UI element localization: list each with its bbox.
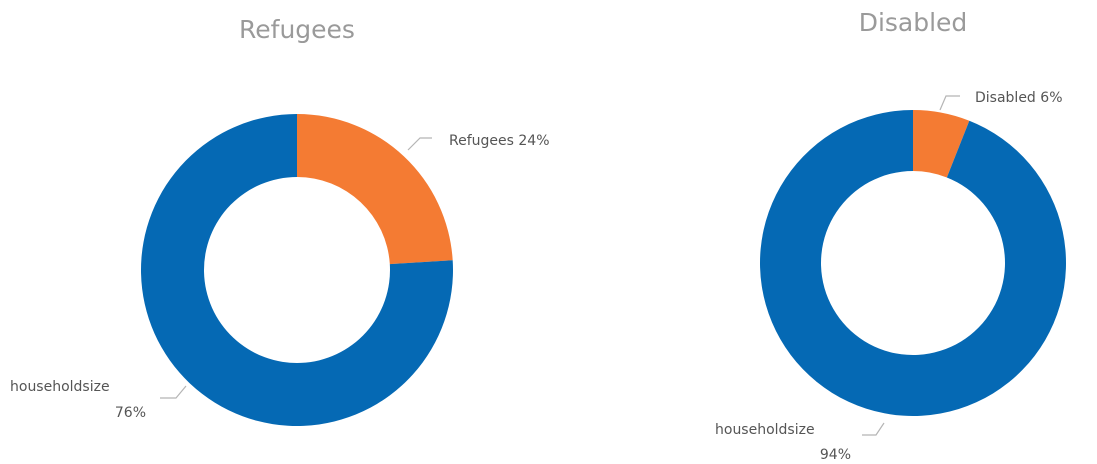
- leader-line-householdsize: [862, 422, 885, 436]
- label-disabled-pct: 6%: [1040, 90, 1062, 106]
- label-householdsize-name: householdsize: [10, 379, 110, 395]
- label-refugees: Refugees 24%: [449, 133, 550, 149]
- label-householdsize-name: householdsize: [715, 422, 815, 438]
- chart-refugees: Refugees Refugees 24% householdsize 76%: [10, 15, 550, 426]
- leader-line-refugees: [407, 137, 432, 151]
- chart-title: Refugees: [239, 15, 355, 44]
- label-refugees-name: Refugees: [449, 133, 514, 149]
- label-disabled-name: Disabled: [975, 90, 1036, 106]
- slice-disabled[interactable]: [913, 110, 970, 178]
- label-disabled: Disabled 6%: [975, 90, 1063, 106]
- chart-disabled: Disabled Disabled 6% householdsize 94%: [715, 8, 1066, 463]
- donut-refugees: [140, 114, 453, 426]
- leader-line-disabled: [939, 95, 960, 111]
- slice-refugees[interactable]: [297, 114, 453, 265]
- label-householdsize-pct: 94%: [820, 447, 851, 463]
- label-refugees-pct: 24%: [518, 133, 549, 149]
- leader-line-householdsize: [160, 385, 187, 399]
- slice-householdsize[interactable]: [759, 110, 1066, 417]
- donut-disabled: [759, 110, 1066, 417]
- chart-title: Disabled: [859, 8, 968, 37]
- slice-householdsize[interactable]: [140, 114, 453, 426]
- label-householdsize-pct: 76%: [115, 405, 146, 421]
